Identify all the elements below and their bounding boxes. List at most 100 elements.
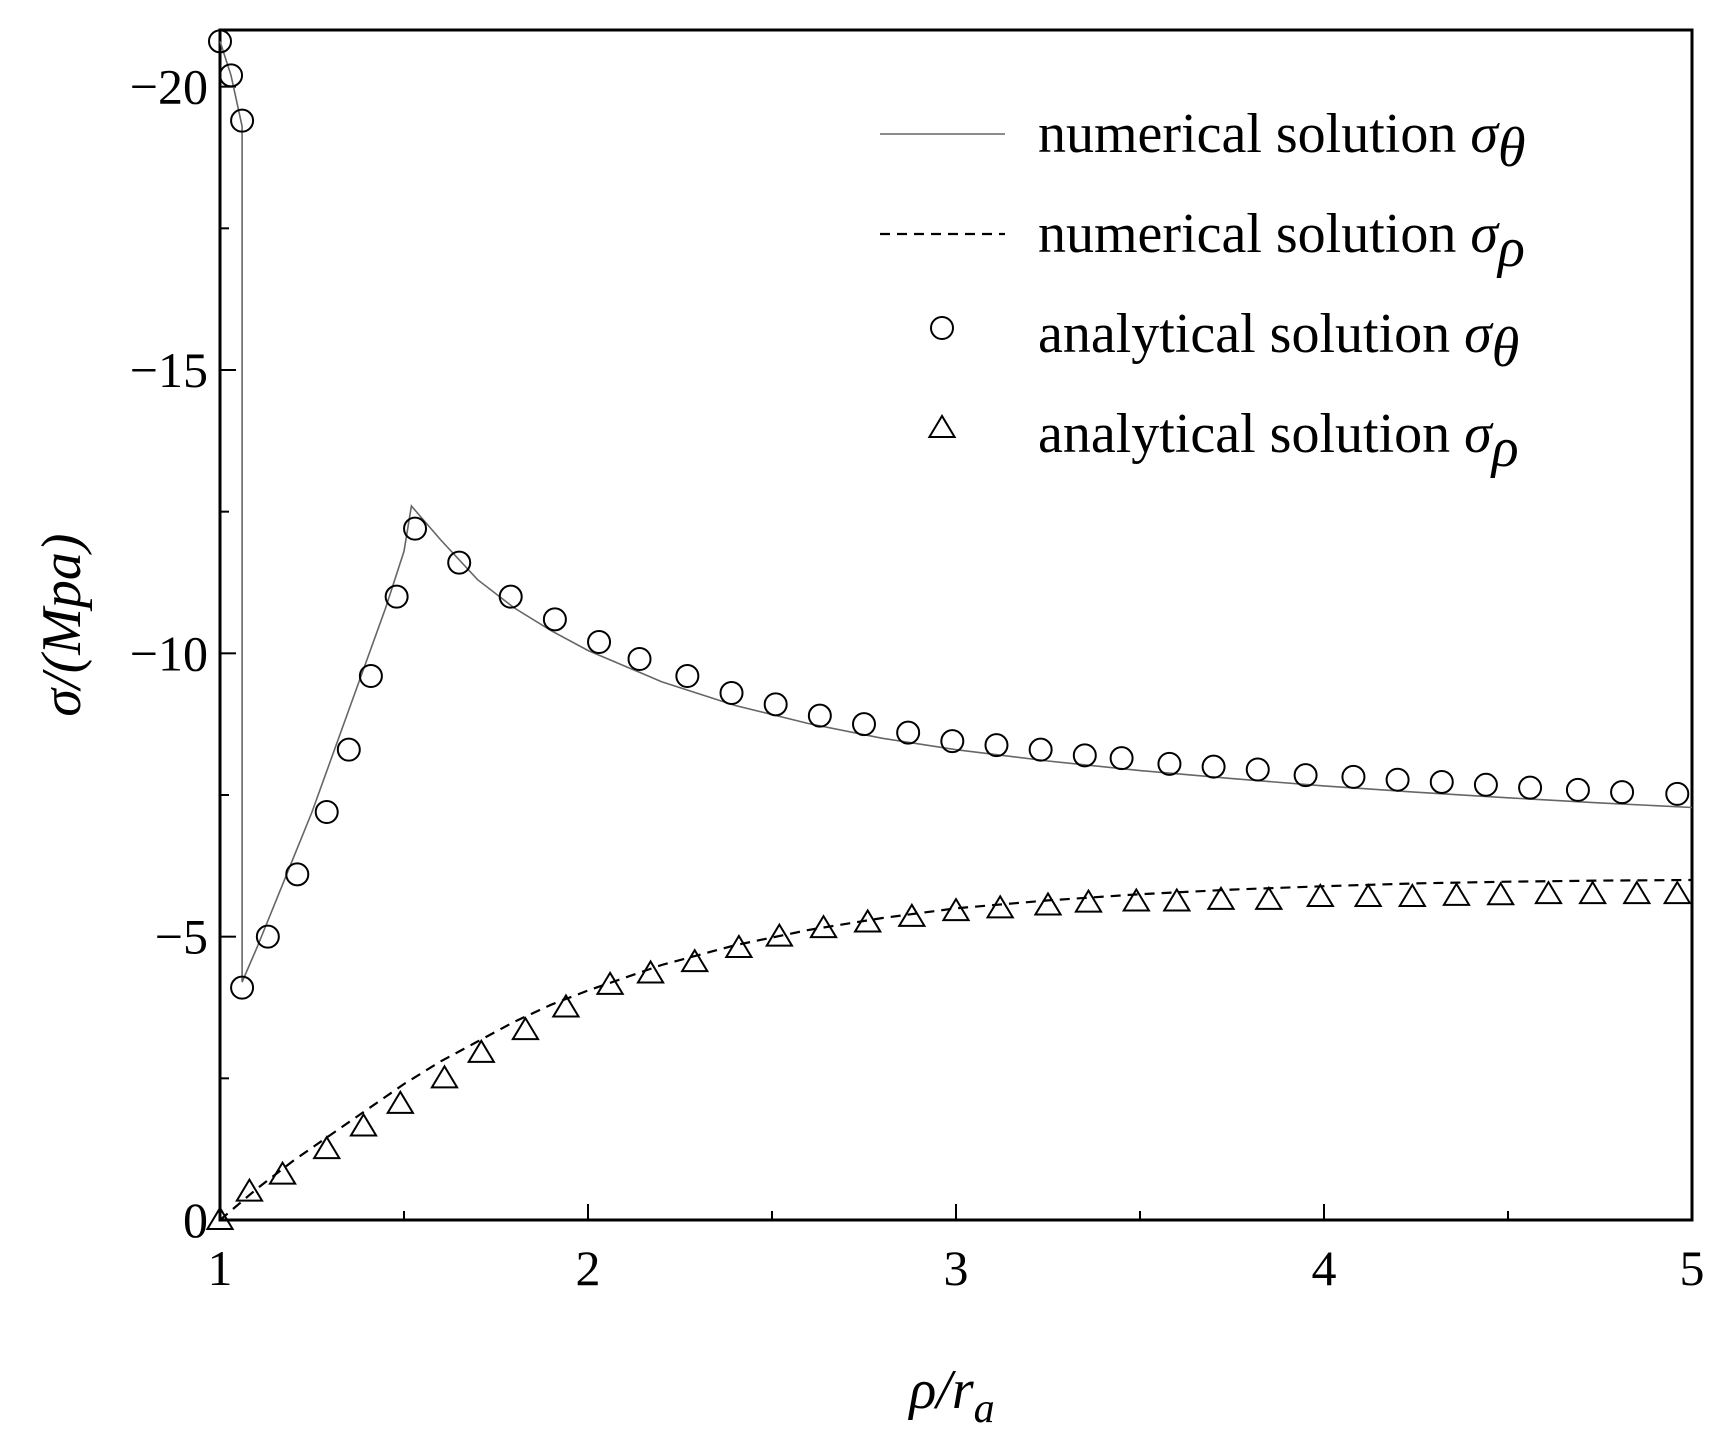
legend-label-text: analytical solution xyxy=(1038,403,1464,465)
analytical-rho-point xyxy=(897,902,927,927)
legend-label-text: numerical solution xyxy=(1038,203,1470,265)
legend-label-symbol: σ xyxy=(1470,203,1500,265)
analytical-rho-point xyxy=(430,1064,459,1089)
analytical-theta-point xyxy=(763,692,788,717)
analytical-rho-point xyxy=(1486,881,1516,906)
legend-triangle-marker xyxy=(927,414,957,438)
y-tick-label: 0 xyxy=(183,1192,208,1248)
series-4 xyxy=(205,880,1692,1230)
analytical-rho-point xyxy=(1578,880,1608,905)
analytical-theta-point xyxy=(358,664,383,688)
legend-item-4: analytical solution σρ xyxy=(927,403,1519,479)
analytical-rho-point xyxy=(511,1016,540,1041)
analytical-theta-point xyxy=(542,607,567,632)
legend-label-subscript: θ xyxy=(1492,317,1520,379)
legend-label: analytical solution σθ xyxy=(1038,303,1519,379)
legend-label-subscript: ρ xyxy=(1490,417,1519,479)
x-tick-label: 3 xyxy=(944,1240,969,1296)
analytical-rho-point xyxy=(764,922,794,947)
legend-label: numerical solution σρ xyxy=(1038,203,1525,279)
legend-label: analytical solution σρ xyxy=(1038,403,1519,479)
analytical-theta-point xyxy=(219,63,244,88)
numerical-rho-line xyxy=(219,878,1693,1221)
y-tick-label: −15 xyxy=(130,342,208,398)
legend-item-2: numerical solution σρ xyxy=(880,203,1525,279)
analytical-rho-point xyxy=(1305,883,1335,907)
analytical-rho-point xyxy=(312,1135,342,1160)
analytical-theta-point xyxy=(314,800,339,824)
analytical-theta-point xyxy=(1385,767,1410,792)
x-axis-title-main: ρ/r xyxy=(907,1359,973,1421)
legend-label-symbol: σ xyxy=(1470,103,1500,165)
analytical-theta-point xyxy=(1341,764,1366,789)
y-axis-ticks: 0 −5 −10 −15 −20 xyxy=(130,59,236,1248)
numerical-theta-line xyxy=(219,41,1693,983)
analytical-rho-point xyxy=(235,1177,264,1202)
x-axis-ticks: 1 2 3 4 5 xyxy=(208,1204,1705,1296)
analytical-theta-point xyxy=(896,720,921,745)
y-tick-label: −10 xyxy=(130,625,208,681)
analytical-rho-point xyxy=(1162,887,1192,912)
analytical-rho-point xyxy=(941,897,971,922)
analytical-theta-point xyxy=(984,733,1009,758)
analytical-rho-point xyxy=(1534,880,1563,905)
analytical-theta-point xyxy=(230,975,255,1000)
analytical-rho-point xyxy=(349,1112,378,1137)
analytical-rho-point xyxy=(1662,880,1692,905)
analytical-theta-point xyxy=(719,681,744,705)
analytical-theta-point xyxy=(498,584,523,609)
analytical-rho-point xyxy=(551,993,581,1018)
analytical-theta-point xyxy=(230,108,255,133)
analytical-rho-point xyxy=(1622,880,1652,905)
analytical-rho-point xyxy=(853,908,883,933)
analytical-theta-point xyxy=(940,729,965,754)
analytical-rho-point xyxy=(1254,885,1284,910)
series-1 xyxy=(219,41,1693,983)
analytical-theta-point xyxy=(403,516,428,541)
analytical-theta-point xyxy=(1610,780,1635,805)
analytical-theta-point xyxy=(336,737,361,762)
legend-label-text: numerical solution xyxy=(1038,103,1470,165)
x-axis-title-sub: a xyxy=(974,1386,995,1432)
analytical-theta-point xyxy=(384,584,409,609)
analytical-rho-point xyxy=(636,959,665,984)
analytical-rho-point xyxy=(205,1206,235,1230)
analytical-theta-point xyxy=(1473,772,1498,797)
analytical-rho-point xyxy=(595,970,625,995)
analytical-rho-point xyxy=(809,914,838,939)
series-3 xyxy=(208,29,1690,1000)
analytical-theta-point xyxy=(1293,763,1318,788)
legend-label: numerical solution σθ xyxy=(1038,103,1526,179)
analytical-rho-point xyxy=(985,894,1015,919)
x-tick-label: 2 xyxy=(576,1240,601,1296)
y-tick-label: −5 xyxy=(155,909,208,965)
x-axis-title: ρ/ra xyxy=(907,1359,994,1432)
legend-label-symbol: σ xyxy=(1464,303,1494,365)
analytical-theta-point xyxy=(1518,775,1543,800)
analytical-theta-point xyxy=(1157,751,1182,776)
analytical-rho-point xyxy=(1353,883,1383,907)
analytical-rho-point xyxy=(680,948,710,973)
legend-item-3: analytical solution σθ xyxy=(930,303,1519,379)
analytical-rho-point xyxy=(1121,887,1151,912)
analytical-theta-point xyxy=(285,862,310,887)
analytical-theta-point xyxy=(1028,737,1053,762)
analytical-rho-point xyxy=(1074,888,1103,913)
y-axis-title: σ/(Mpa) xyxy=(31,533,93,716)
series-layer xyxy=(205,29,1693,1230)
analytical-rho-point xyxy=(1397,883,1427,907)
analytical-rho-point xyxy=(268,1160,297,1185)
analytical-rho-point xyxy=(1033,891,1063,916)
analytical-theta-point xyxy=(208,29,232,54)
analytical-rho-point xyxy=(1206,885,1236,910)
analytical-theta-point xyxy=(675,664,700,688)
x-tick-label: 5 xyxy=(1680,1240,1705,1296)
analytical-theta-point xyxy=(1201,754,1226,779)
legend-label-subscript: θ xyxy=(1498,117,1526,179)
analytical-theta-point xyxy=(807,703,832,728)
analytical-theta-point xyxy=(1665,781,1690,806)
y-tick-label: −20 xyxy=(130,59,208,115)
